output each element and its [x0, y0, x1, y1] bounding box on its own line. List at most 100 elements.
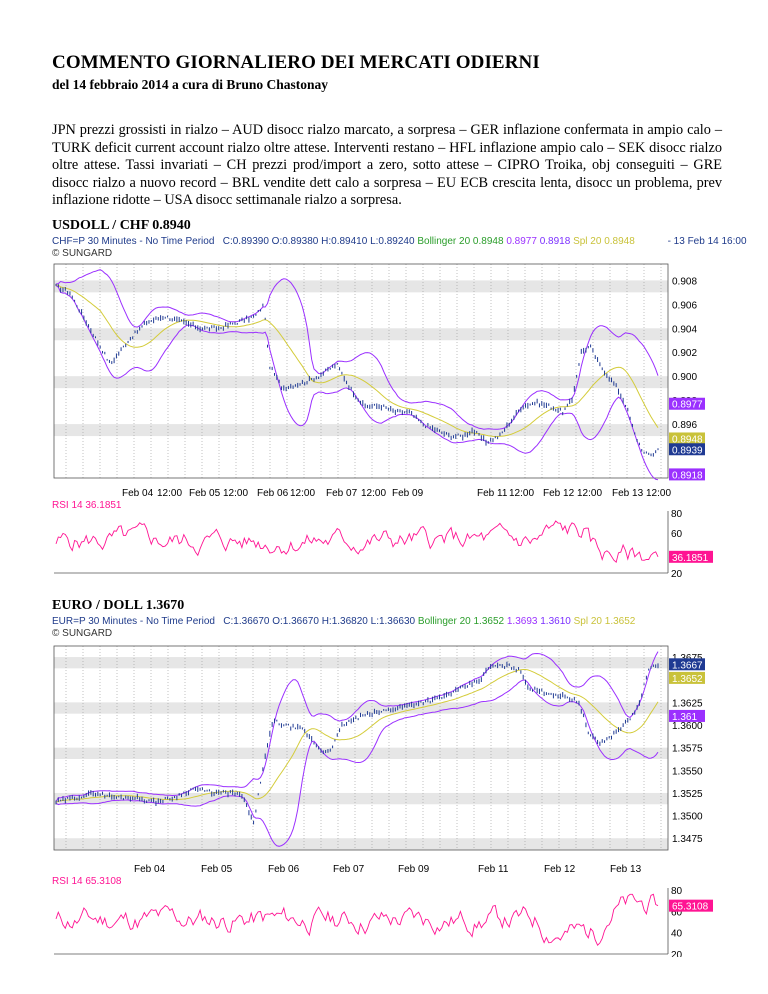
chart1-symbol: CHF=P 30 Minutes - No Time Period	[52, 236, 215, 247]
chart2-rsi-label: RSI 14 65.3108	[52, 876, 122, 887]
chart2-plot: 1.36751.36501.36251.36001.35751.35501.35…	[53, 645, 705, 873]
x-tick-label: 12:00	[646, 488, 671, 498]
chart1-lower: 0.8918	[539, 236, 571, 247]
chart2-bollinger: Bollinger 20 1.3652	[417, 616, 505, 627]
x-tick-label: Feb 13	[610, 864, 642, 873]
rsi-value-tag: 65.3108	[672, 902, 709, 913]
x-tick-label: Feb 04	[134, 864, 166, 873]
rsi-value-tag: 36.1851	[672, 553, 709, 564]
rsi-tick-label: 80	[671, 509, 683, 520]
chart1-ohlc: C:0.89390 O:0.89380 H:0.89410 L:0.89240	[222, 236, 415, 247]
rsi-tick-label: 40	[671, 929, 683, 940]
chart2-title: EURO / DOLL 1.3670	[52, 598, 185, 613]
y-tick-label: 1.3625	[672, 698, 703, 709]
bollinger-upper	[55, 651, 659, 802]
x-tick-label: Feb 07	[326, 488, 358, 498]
plot-frame	[53, 263, 669, 479]
grid-band	[54, 424, 668, 437]
rsi-tick-label: 80	[671, 886, 683, 897]
page-subtitle: del 14 febbraio 2014 a cura di Bruno Cha…	[52, 77, 329, 92]
rsi-tick-label: 20	[671, 569, 683, 580]
market-summary: JPN prezzi grossisti in rialzo – AUD dis…	[52, 122, 722, 208]
rsi-line	[55, 520, 659, 564]
rsi-value-tag-bg	[669, 899, 713, 912]
chart1-source: © SUNGARD	[52, 248, 113, 259]
x-tick-label: Feb 12	[543, 488, 575, 498]
y-tick-label: 0.906	[672, 300, 697, 311]
grid-band	[54, 376, 668, 389]
y-tick-label: 0.908	[672, 276, 697, 287]
y-tick-label: 0.902	[672, 348, 697, 359]
y-tick-label: 0.904	[672, 324, 697, 335]
grid-band	[54, 328, 668, 341]
x-tick-label: Feb 05	[201, 864, 233, 873]
chart1-header: CHF=P 30 Minutes - No Time Period C:0.89…	[52, 236, 747, 260]
chart1-plot: 0.9080.9060.9040.9020.9000.8980.8960.894…	[53, 263, 705, 498]
y-tick-label: 1.3550	[672, 766, 703, 777]
chart2-symbol: EUR=P 30 Minutes - No Time Period	[52, 616, 215, 627]
chart1-rsi-label: RSI 14 36.1851	[52, 500, 122, 511]
chart1-date: - 13 Feb 14 16:00	[667, 236, 747, 247]
chart1-lower-tag: 0.8918	[672, 470, 703, 481]
x-tick-label: 12:00	[223, 488, 248, 498]
grid-band	[54, 792, 668, 805]
rsi-tick-label: 60	[671, 907, 683, 918]
x-tick-label: 12:00	[157, 488, 182, 498]
plot-frame	[53, 645, 669, 851]
grid-band	[54, 747, 668, 759]
y-tick-label: 0.896	[672, 420, 697, 431]
bollinger-upper	[55, 269, 659, 430]
chart1-title: USDOLL / CHF 0.8940	[52, 218, 191, 233]
x-tick-label: Feb 05	[189, 488, 221, 498]
rsi-line	[55, 893, 659, 946]
chart2-lower-tag-bg	[669, 709, 705, 722]
chart2-last-tag: 1.3667	[672, 660, 703, 671]
chart1-spline: Spl 20 0.8948	[573, 236, 635, 247]
y-tick-label: 1.3575	[672, 744, 703, 755]
rsi-tick-label: 60	[671, 529, 683, 540]
spline-20	[55, 284, 659, 437]
chart1-bollinger: Bollinger 20 0.8948	[417, 236, 504, 247]
chart2-rsi-plot: 80 60 40 20 65.3108	[54, 886, 713, 957]
chart2-mid-tag-bg	[669, 671, 705, 684]
rsi-value-tag-bg	[669, 550, 713, 563]
x-tick-label: Feb 12	[544, 864, 576, 873]
chart1-mid-tag-bg	[669, 432, 705, 445]
chart2-spline: Spl 20 1.3652	[573, 616, 636, 627]
chart2-header: EUR=P 30 Minutes - No Time Period C:1.36…	[52, 616, 635, 640]
chart1-mid-tag: 0.8948	[672, 434, 703, 445]
chart2-ohlc: C:1.36670 O:1.36670 H:1.36820 L:1.36630	[223, 616, 416, 627]
x-tick-label: Feb 09	[392, 488, 424, 498]
chart1-last-tag-bg	[669, 443, 705, 456]
x-tick-label: Feb 09	[398, 864, 430, 873]
chart1-upper: 0.8977	[506, 236, 537, 247]
x-tick-label: 12:00	[509, 488, 534, 498]
y-tick-label: 1.3600	[672, 721, 703, 732]
x-tick-label: Feb 06	[257, 488, 289, 498]
page-title: COMMENTO GIORNALIERO DEI MERCATI ODIERNI	[52, 52, 540, 73]
x-tick-label: Feb 06	[268, 864, 300, 873]
x-tick-label: Feb 04	[122, 488, 154, 498]
rsi-tick-label: 20	[671, 950, 683, 957]
chart2-upper: 1.3693	[506, 616, 538, 627]
grid-band	[54, 702, 668, 714]
x-tick-label: Feb 11	[478, 864, 509, 873]
grid-band	[54, 657, 668, 669]
spline-20	[55, 669, 659, 803]
grid-band	[54, 280, 668, 293]
chart2-last-tag-bg	[669, 658, 705, 671]
bollinger-lower	[55, 285, 659, 481]
y-tick-label: 1.3475	[672, 834, 703, 845]
x-tick-label: 12:00	[290, 488, 315, 498]
chart2-lower-tag: 1.361	[672, 712, 697, 723]
chart1-last-tag: 0.8939	[672, 445, 703, 456]
x-tick-label: Feb 07	[333, 864, 365, 873]
chart2-lower: 1.3610	[540, 616, 571, 627]
y-tick-label: 0.900	[672, 372, 697, 383]
grid-band	[54, 838, 668, 850]
x-tick-label: Feb 11	[477, 488, 508, 498]
chart1-upper-tag: 0.8977	[672, 400, 703, 411]
chart2-mid-tag: 1.3652	[672, 674, 703, 685]
y-tick-label: 1.3500	[672, 812, 703, 823]
x-tick-label: 12:00	[577, 488, 602, 498]
